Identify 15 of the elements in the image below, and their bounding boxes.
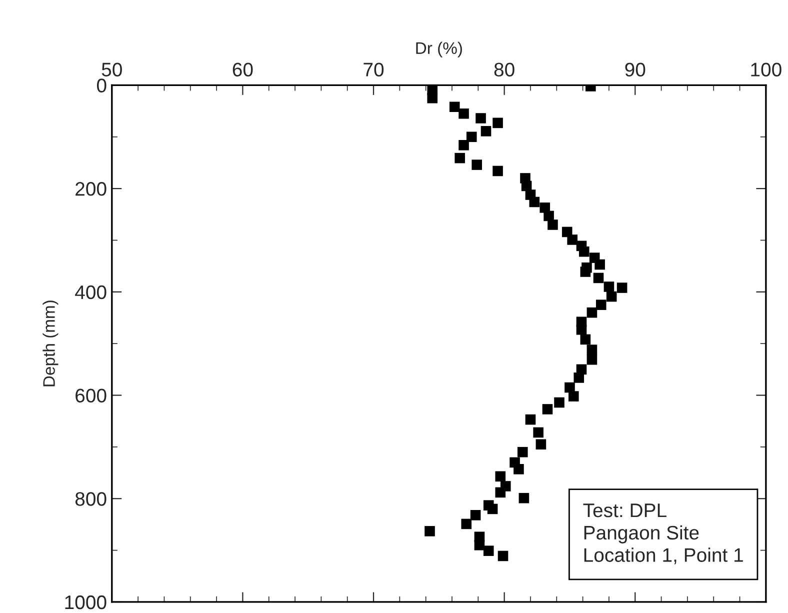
y-tick-label: 1000: [65, 595, 106, 610]
x-tick-label: 80: [494, 62, 514, 77]
y-axis-title: Depth (mm): [42, 300, 58, 386]
annotation: Test: DPL Pangaon Site Location 1, Point 1: [583, 504, 743, 564]
y-tick-label: 600: [76, 388, 106, 402]
y-tick-label: 400: [75, 285, 106, 300]
y-tick-label: 800: [75, 492, 106, 506]
x-tick-label: 60: [232, 62, 253, 77]
x-axis-title: Dr (%): [416, 42, 462, 58]
x-tick-label: 90: [625, 62, 646, 77]
x-tick-label: 100: [751, 62, 782, 77]
x-tick-label: 70: [364, 62, 384, 77]
y-tick-label: 200: [76, 182, 106, 196]
x-tick-label: 50: [102, 62, 122, 77]
y-tick-label: 0: [96, 78, 106, 92]
